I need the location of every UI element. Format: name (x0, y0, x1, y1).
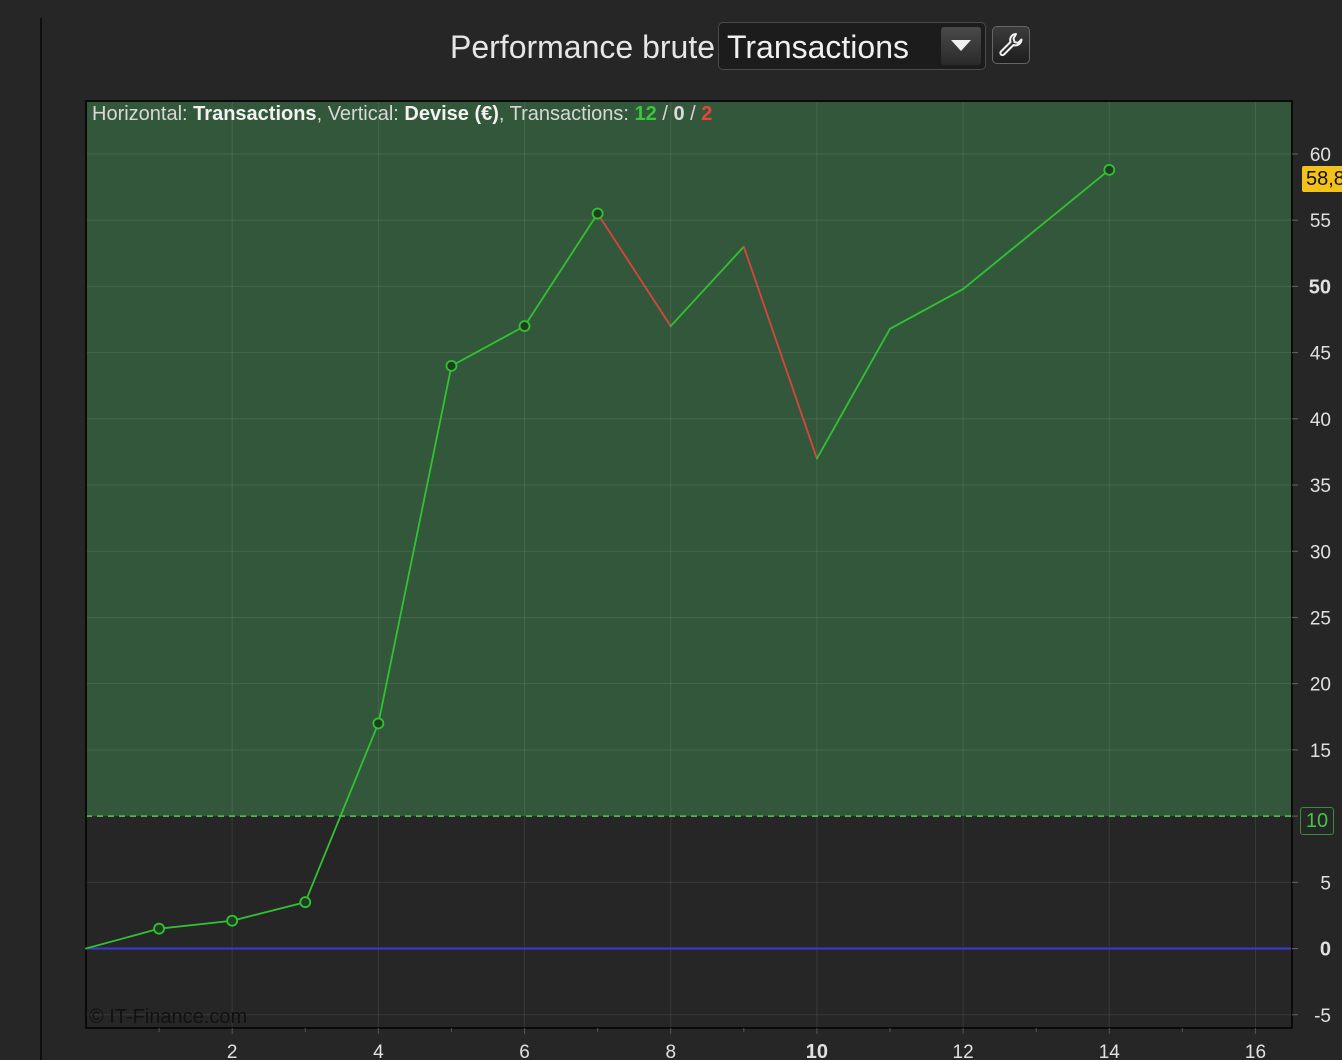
horizontal-value: Transactions (193, 103, 317, 125)
x-tick-label: 4 (373, 1042, 384, 1060)
left-border (40, 18, 42, 1060)
series-segment-up (85, 927, 160, 950)
grid (86, 101, 1292, 1028)
y-tick-label: 5 (1320, 873, 1331, 894)
series-segment-up (962, 228, 1038, 290)
y-tick-label: 20 (1310, 675, 1331, 696)
data-point (226, 914, 239, 927)
series-segment-up (231, 901, 307, 922)
y-tick-label: 0 (1320, 939, 1331, 961)
series-markers (153, 163, 1116, 935)
y-tick-label: 55 (1310, 211, 1331, 232)
series-segment-up (377, 364, 453, 725)
x-tick-label: 2 (227, 1042, 238, 1060)
above-threshold-zone (86, 101, 1292, 817)
settings-button[interactable] (992, 26, 1030, 64)
transactions-label: Transactions: (509, 103, 629, 125)
x-tick-label: 14 (1099, 1042, 1121, 1060)
horizontal-label: Horizontal: (92, 103, 188, 125)
page-title: Performance brute (450, 29, 716, 65)
data-point (518, 320, 531, 333)
series-line (85, 168, 1111, 950)
copyright: © IT-Finance.com (89, 1006, 248, 1028)
x-tick-label: 10 (806, 1041, 828, 1060)
y-tick-label: 40 (1310, 410, 1331, 431)
y-tick-label: 15 (1310, 741, 1331, 762)
chevron-down-icon[interactable] (941, 27, 981, 65)
y-tick-label: 50 (1309, 276, 1331, 298)
y-tick-label: 25 (1310, 608, 1331, 629)
x-tick-label: 8 (665, 1042, 676, 1060)
vertical-label: Vertical: (327, 103, 399, 125)
x-axis: 2 4 6 8 10 12 14 16 (158, 1028, 1266, 1060)
losses-count: 2 (701, 103, 713, 125)
series-segment-up (669, 245, 745, 328)
x-tick-label: 6 (519, 1042, 530, 1060)
chart-info: Horizontal: Transactions, Vertical: Devi… (92, 103, 713, 125)
y-tick-label: 60 (1310, 145, 1331, 166)
neutral-count: 0 (673, 103, 685, 125)
series-segment-up (523, 212, 599, 328)
series-segment-up (158, 919, 234, 930)
data-point (591, 207, 604, 220)
series-segment-down (742, 245, 818, 460)
series-segment-up (816, 327, 891, 460)
mode-select[interactable]: Transactions (718, 22, 986, 70)
mode-select-value: Transactions (727, 29, 909, 65)
data-point (445, 359, 458, 372)
x-tick-label: 12 (953, 1042, 974, 1060)
y-tick-label: 45 (1310, 344, 1331, 365)
series-segment-up (450, 325, 526, 367)
x-tick-label: 16 (1245, 1042, 1266, 1060)
y-tick-label: 35 (1310, 476, 1331, 497)
last-value-badge: 58,8 (1302, 166, 1342, 192)
y-axis: -5 0 5 15 20 25 30 35 40 45 50 55 60 (1292, 145, 1331, 1027)
threshold-badge: 10 (1300, 807, 1334, 835)
chart-header: Performance brute Transactions (0, 22, 1342, 72)
data-point (299, 896, 312, 909)
y-tick-label: -5 (1314, 1006, 1331, 1027)
series-segment-up (1035, 168, 1111, 231)
vertical-value: Devise (€) (404, 103, 499, 125)
plot-frame (85, 100, 1293, 1029)
series-segment-up (304, 722, 380, 904)
data-point (153, 922, 165, 935)
wrench-icon (999, 33, 1023, 57)
series-segment-up (889, 288, 964, 330)
data-point (372, 717, 385, 730)
wins-count: 12 (634, 103, 657, 125)
series-segment-down (596, 212, 672, 328)
data-point (1103, 163, 1116, 176)
y-tick-label: 30 (1310, 542, 1331, 563)
